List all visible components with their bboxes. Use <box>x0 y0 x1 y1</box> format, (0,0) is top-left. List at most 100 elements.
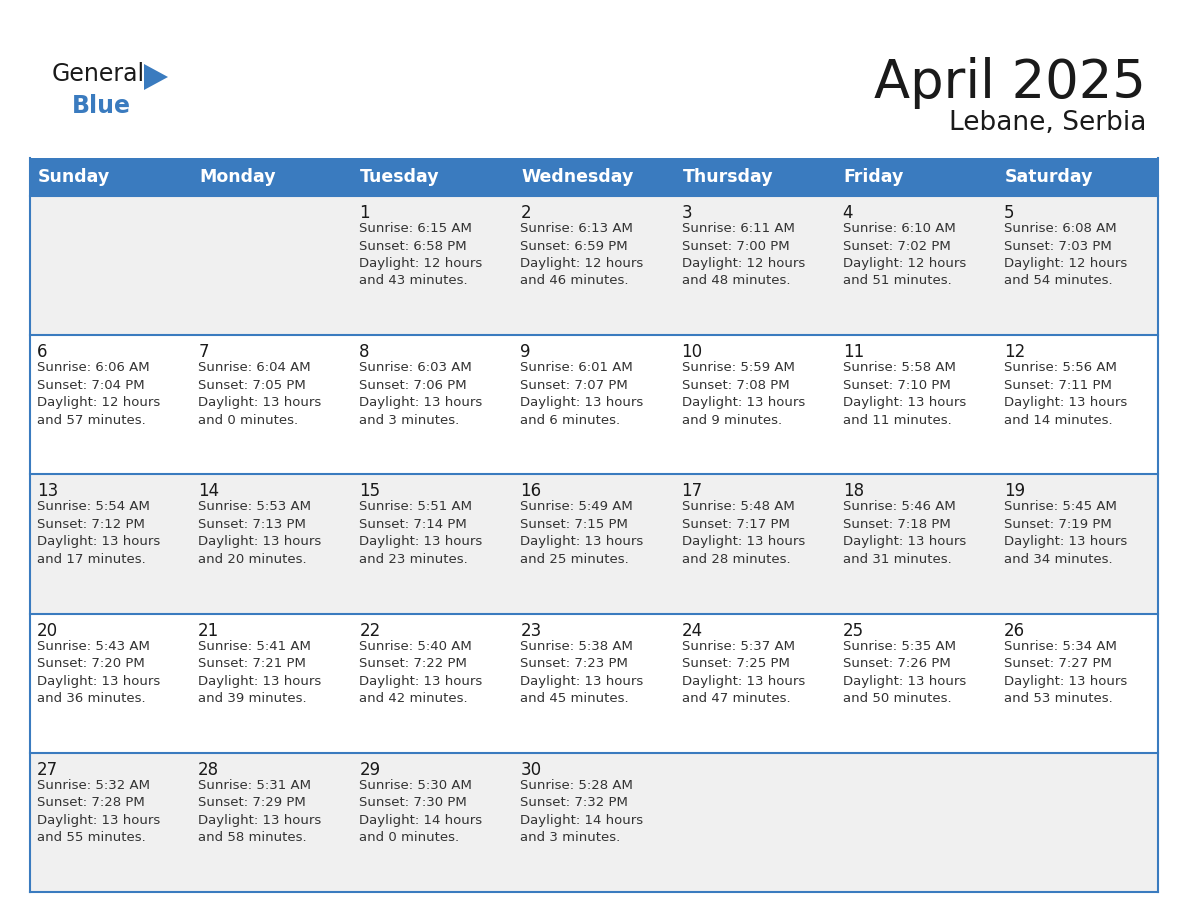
Bar <box>30 613 191 753</box>
Bar <box>353 475 513 613</box>
Text: Sunrise: 5:45 AM
Sunset: 7:19 PM
Daylight: 13 hours
and 34 minutes.: Sunrise: 5:45 AM Sunset: 7:19 PM Dayligh… <box>1004 500 1127 565</box>
Bar <box>675 335 835 475</box>
Text: 20: 20 <box>37 621 58 640</box>
Bar <box>835 158 997 196</box>
Bar <box>675 158 835 196</box>
Text: 4: 4 <box>842 204 853 222</box>
Text: 2: 2 <box>520 204 531 222</box>
Bar <box>30 335 191 475</box>
Bar <box>675 475 835 613</box>
Text: 1: 1 <box>359 204 369 222</box>
Text: Sunrise: 5:38 AM
Sunset: 7:23 PM
Daylight: 13 hours
and 45 minutes.: Sunrise: 5:38 AM Sunset: 7:23 PM Dayligh… <box>520 640 644 705</box>
Bar <box>997 335 1158 475</box>
Bar <box>191 158 353 196</box>
Text: 30: 30 <box>520 761 542 778</box>
Text: 14: 14 <box>198 482 220 500</box>
Text: Blue: Blue <box>72 94 131 118</box>
Bar <box>30 753 191 892</box>
Bar <box>513 335 675 475</box>
Text: 9: 9 <box>520 343 531 361</box>
Bar <box>353 613 513 753</box>
Text: 25: 25 <box>842 621 864 640</box>
Text: 8: 8 <box>359 343 369 361</box>
Bar <box>835 613 997 753</box>
Text: 29: 29 <box>359 761 380 778</box>
Text: 5: 5 <box>1004 204 1015 222</box>
Text: Sunrise: 5:54 AM
Sunset: 7:12 PM
Daylight: 13 hours
and 17 minutes.: Sunrise: 5:54 AM Sunset: 7:12 PM Dayligh… <box>37 500 160 565</box>
Bar <box>191 753 353 892</box>
Bar <box>353 335 513 475</box>
Bar <box>30 475 191 613</box>
Text: Sunrise: 6:03 AM
Sunset: 7:06 PM
Daylight: 13 hours
and 3 minutes.: Sunrise: 6:03 AM Sunset: 7:06 PM Dayligh… <box>359 361 482 427</box>
Text: Sunrise: 6:10 AM
Sunset: 7:02 PM
Daylight: 12 hours
and 51 minutes.: Sunrise: 6:10 AM Sunset: 7:02 PM Dayligh… <box>842 222 966 287</box>
Text: Sunrise: 6:01 AM
Sunset: 7:07 PM
Daylight: 13 hours
and 6 minutes.: Sunrise: 6:01 AM Sunset: 7:07 PM Dayligh… <box>520 361 644 427</box>
Bar <box>513 158 675 196</box>
Text: Sunrise: 6:13 AM
Sunset: 6:59 PM
Daylight: 12 hours
and 46 minutes.: Sunrise: 6:13 AM Sunset: 6:59 PM Dayligh… <box>520 222 644 287</box>
Bar <box>191 613 353 753</box>
Text: 3: 3 <box>682 204 693 222</box>
Text: General: General <box>52 62 145 86</box>
Text: 19: 19 <box>1004 482 1025 500</box>
Text: 16: 16 <box>520 482 542 500</box>
Text: Sunrise: 6:04 AM
Sunset: 7:05 PM
Daylight: 13 hours
and 0 minutes.: Sunrise: 6:04 AM Sunset: 7:05 PM Dayligh… <box>198 361 322 427</box>
Text: Thursday: Thursday <box>683 168 773 186</box>
Text: Sunrise: 5:46 AM
Sunset: 7:18 PM
Daylight: 13 hours
and 31 minutes.: Sunrise: 5:46 AM Sunset: 7:18 PM Dayligh… <box>842 500 966 565</box>
Text: Wednesday: Wednesday <box>522 168 634 186</box>
Bar <box>997 196 1158 335</box>
Text: Sunrise: 5:37 AM
Sunset: 7:25 PM
Daylight: 13 hours
and 47 minutes.: Sunrise: 5:37 AM Sunset: 7:25 PM Dayligh… <box>682 640 804 705</box>
Text: Sunrise: 5:30 AM
Sunset: 7:30 PM
Daylight: 14 hours
and 0 minutes.: Sunrise: 5:30 AM Sunset: 7:30 PM Dayligh… <box>359 778 482 845</box>
Bar <box>835 196 997 335</box>
Text: Sunrise: 5:34 AM
Sunset: 7:27 PM
Daylight: 13 hours
and 53 minutes.: Sunrise: 5:34 AM Sunset: 7:27 PM Dayligh… <box>1004 640 1127 705</box>
Text: Sunrise: 5:40 AM
Sunset: 7:22 PM
Daylight: 13 hours
and 42 minutes.: Sunrise: 5:40 AM Sunset: 7:22 PM Dayligh… <box>359 640 482 705</box>
Text: Sunrise: 5:53 AM
Sunset: 7:13 PM
Daylight: 13 hours
and 20 minutes.: Sunrise: 5:53 AM Sunset: 7:13 PM Dayligh… <box>198 500 322 565</box>
Bar <box>997 753 1158 892</box>
Text: 21: 21 <box>198 621 220 640</box>
Text: Sunrise: 5:48 AM
Sunset: 7:17 PM
Daylight: 13 hours
and 28 minutes.: Sunrise: 5:48 AM Sunset: 7:17 PM Dayligh… <box>682 500 804 565</box>
Text: April 2025: April 2025 <box>874 57 1146 109</box>
Text: Tuesday: Tuesday <box>360 168 440 186</box>
Text: Sunrise: 5:56 AM
Sunset: 7:11 PM
Daylight: 13 hours
and 14 minutes.: Sunrise: 5:56 AM Sunset: 7:11 PM Dayligh… <box>1004 361 1127 427</box>
Text: 10: 10 <box>682 343 702 361</box>
Bar <box>997 158 1158 196</box>
Text: Sunrise: 5:49 AM
Sunset: 7:15 PM
Daylight: 13 hours
and 25 minutes.: Sunrise: 5:49 AM Sunset: 7:15 PM Dayligh… <box>520 500 644 565</box>
Text: Sunrise: 5:41 AM
Sunset: 7:21 PM
Daylight: 13 hours
and 39 minutes.: Sunrise: 5:41 AM Sunset: 7:21 PM Dayligh… <box>198 640 322 705</box>
Text: 26: 26 <box>1004 621 1025 640</box>
Bar <box>997 475 1158 613</box>
Bar <box>513 613 675 753</box>
Text: 24: 24 <box>682 621 702 640</box>
Text: 13: 13 <box>37 482 58 500</box>
Text: Sunday: Sunday <box>38 168 110 186</box>
Text: Sunrise: 5:59 AM
Sunset: 7:08 PM
Daylight: 13 hours
and 9 minutes.: Sunrise: 5:59 AM Sunset: 7:08 PM Dayligh… <box>682 361 804 427</box>
Text: 22: 22 <box>359 621 380 640</box>
Text: Sunrise: 6:06 AM
Sunset: 7:04 PM
Daylight: 12 hours
and 57 minutes.: Sunrise: 6:06 AM Sunset: 7:04 PM Dayligh… <box>37 361 160 427</box>
Text: Sunrise: 5:43 AM
Sunset: 7:20 PM
Daylight: 13 hours
and 36 minutes.: Sunrise: 5:43 AM Sunset: 7:20 PM Dayligh… <box>37 640 160 705</box>
Text: 23: 23 <box>520 621 542 640</box>
Text: Sunrise: 5:31 AM
Sunset: 7:29 PM
Daylight: 13 hours
and 58 minutes.: Sunrise: 5:31 AM Sunset: 7:29 PM Dayligh… <box>198 778 322 845</box>
Text: Sunrise: 5:28 AM
Sunset: 7:32 PM
Daylight: 14 hours
and 3 minutes.: Sunrise: 5:28 AM Sunset: 7:32 PM Dayligh… <box>520 778 644 845</box>
Text: Sunrise: 6:08 AM
Sunset: 7:03 PM
Daylight: 12 hours
and 54 minutes.: Sunrise: 6:08 AM Sunset: 7:03 PM Dayligh… <box>1004 222 1127 287</box>
Text: Sunrise: 5:58 AM
Sunset: 7:10 PM
Daylight: 13 hours
and 11 minutes.: Sunrise: 5:58 AM Sunset: 7:10 PM Dayligh… <box>842 361 966 427</box>
Bar <box>835 475 997 613</box>
Bar <box>675 613 835 753</box>
Bar <box>30 158 191 196</box>
Text: 11: 11 <box>842 343 864 361</box>
Bar <box>30 196 191 335</box>
Text: 28: 28 <box>198 761 220 778</box>
Text: 17: 17 <box>682 482 702 500</box>
Bar <box>191 335 353 475</box>
Bar <box>997 613 1158 753</box>
Bar <box>191 196 353 335</box>
Text: Saturday: Saturday <box>1005 168 1093 186</box>
Text: Sunrise: 6:15 AM
Sunset: 6:58 PM
Daylight: 12 hours
and 43 minutes.: Sunrise: 6:15 AM Sunset: 6:58 PM Dayligh… <box>359 222 482 287</box>
Bar <box>675 753 835 892</box>
Text: Friday: Friday <box>843 168 904 186</box>
Bar <box>513 196 675 335</box>
Text: 18: 18 <box>842 482 864 500</box>
Bar <box>835 753 997 892</box>
Text: Monday: Monday <box>200 168 276 186</box>
Bar <box>513 753 675 892</box>
Text: 27: 27 <box>37 761 58 778</box>
Text: 7: 7 <box>198 343 209 361</box>
Text: 12: 12 <box>1004 343 1025 361</box>
Text: Sunrise: 6:11 AM
Sunset: 7:00 PM
Daylight: 12 hours
and 48 minutes.: Sunrise: 6:11 AM Sunset: 7:00 PM Dayligh… <box>682 222 804 287</box>
